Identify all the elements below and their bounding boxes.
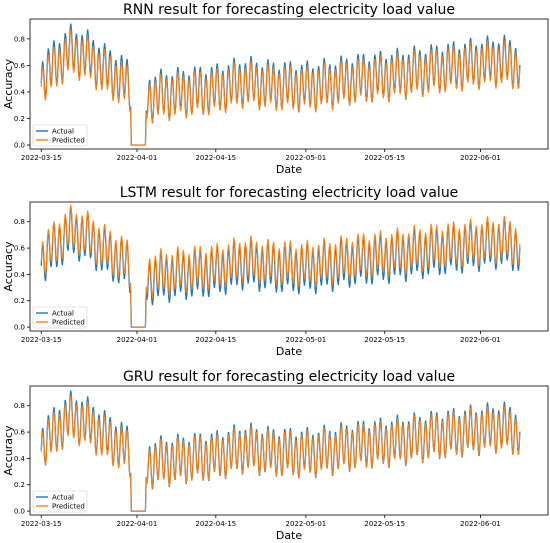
x-tick-label: 2022-04-15 [195,154,236,162]
legend-label-predicted: Predicted [52,503,85,511]
x-tick-label: 2022-05-15 [364,520,405,528]
chart-title: RNN result for forecasting electricity l… [123,2,455,18]
plot-frame [29,385,549,516]
x-tick-label: 2022-06-01 [460,154,501,162]
y-tick-label: 0.8 [14,218,25,226]
chart-panel-2: GRU result for forecasting electricity l… [2,369,549,542]
x-tick-label: 2022-03-15 [21,520,62,528]
x-axis-label: Date [276,163,303,176]
y-tick-label: 0.4 [14,88,26,96]
x-tick-label: 2022-04-01 [117,154,158,162]
x-axis-label: Date [276,529,303,542]
chart-title: GRU result for forecasting electricity l… [123,369,455,385]
chart-panel-0: RNN result for forecasting electricity l… [2,2,549,176]
y-axis-label: Accuracy [2,425,15,476]
x-tick-label: 2022-05-01 [286,520,327,528]
series-line-predicted [40,204,521,328]
chart-title: LSTM result for forecasting electricity … [120,185,459,201]
legend-box [32,124,88,147]
x-axis-label: Date [276,345,303,358]
legend-label-actual: Actual [52,494,74,502]
x-tick-label: 2022-05-15 [364,336,405,344]
y-tick-label: 0.2 [14,115,25,123]
series-line-predicted [40,395,521,512]
chart-panel-1: LSTM result for forecasting electricity … [2,185,549,358]
y-tick-label: 0.6 [14,429,26,437]
y-tick-label: 0.6 [14,245,26,253]
legend-box [32,306,88,329]
series-line-predicted [40,29,521,146]
x-tick-label: 2022-04-01 [117,520,158,528]
x-tick-label: 2022-05-15 [364,154,405,162]
plot-frame [29,18,549,150]
legend-label-actual: Actual [52,128,74,136]
x-tick-label: 2022-06-01 [460,520,501,528]
x-tick-label: 2022-04-01 [117,336,158,344]
y-tick-label: 0.2 [14,481,25,489]
y-tick-label: 0.0 [14,142,25,150]
y-tick-label: 0.6 [14,62,26,70]
y-tick-label: 0.4 [14,271,26,279]
legend-label-actual: Actual [52,310,74,318]
x-tick-label: 2022-05-01 [286,336,327,344]
y-tick-label: 0.0 [14,324,25,332]
plot-frame [29,201,549,332]
x-tick-label: 2022-06-01 [460,336,501,344]
y-axis-label: Accuracy [2,58,15,109]
legend-label-predicted: Predicted [52,137,85,145]
x-tick-label: 2022-05-01 [286,154,327,162]
y-tick-label: 0.8 [14,402,25,410]
x-tick-label: 2022-04-15 [195,520,236,528]
legend-box [32,490,88,513]
x-tick-label: 2022-03-15 [21,154,62,162]
y-tick-label: 0.0 [14,508,25,516]
x-tick-label: 2022-04-15 [195,336,236,344]
y-tick-label: 0.2 [14,297,25,305]
y-axis-label: Accuracy [2,241,15,292]
y-tick-label: 0.4 [14,455,26,463]
y-tick-label: 0.8 [14,35,25,43]
legend-label-predicted: Predicted [52,319,85,327]
x-tick-label: 2022-03-15 [21,336,62,344]
